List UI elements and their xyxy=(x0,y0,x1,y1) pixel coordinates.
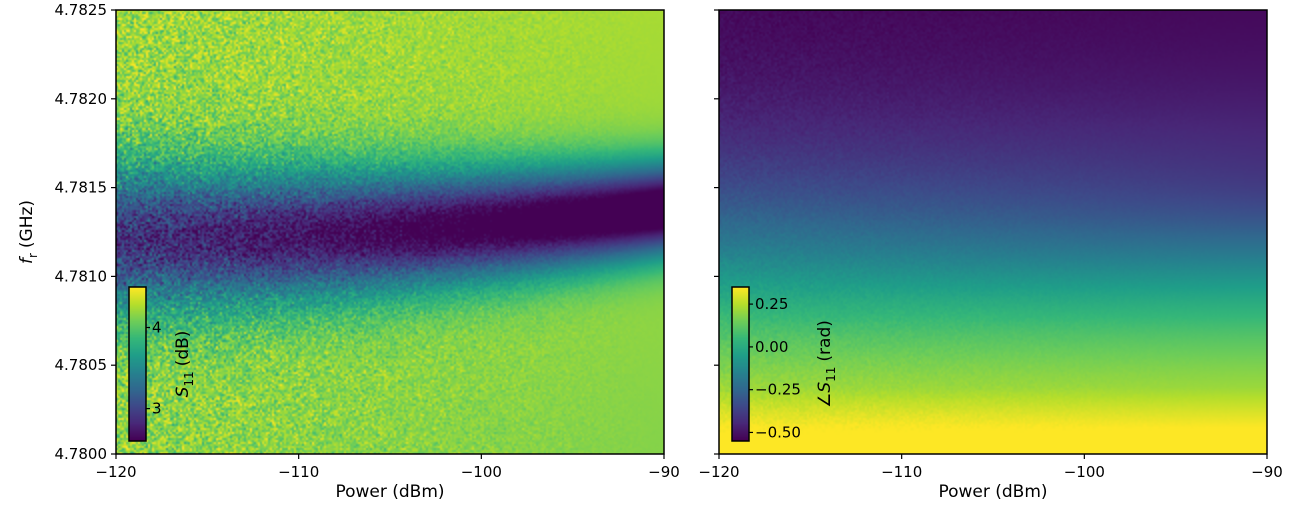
y-axis-label-sub: r xyxy=(26,253,40,258)
phase-x-tick-label: −100 xyxy=(1064,463,1105,481)
magnitude-y-tick-label: 4.7800 xyxy=(55,445,108,463)
phase-colorbar-tick-label: −0.50 xyxy=(755,423,801,441)
phase-colorbar-label-unit: (rad) xyxy=(815,320,835,361)
phase-colorbar-label: ∠S11 (rad) xyxy=(815,320,838,408)
magnitude-x-tick-label: −90 xyxy=(648,463,680,481)
magnitude-colorbar-gradient xyxy=(129,287,146,441)
magnitude-colorbar-label-main: S xyxy=(173,386,193,397)
magnitude-panel: 34 S11(dB) −120 −110 −100 −90 4.78004.78054… xyxy=(17,1,680,502)
magnitude-x-tick-label: −120 xyxy=(95,463,136,481)
phase-colorbar-frame xyxy=(731,286,750,442)
magnitude-plot-frame xyxy=(115,9,665,455)
magnitude-colorbar-label: S11 (dB) xyxy=(173,331,196,398)
magnitude-colorbar-ticks: 34 xyxy=(146,319,162,418)
magnitude-y-tick-label: 4.7825 xyxy=(55,1,108,19)
phase-colorbar-tick-label: −0.25 xyxy=(755,381,801,399)
magnitude-colorbar-label-unit: (dB) xyxy=(173,331,193,367)
phase-x-tick-label: −90 xyxy=(1251,463,1283,481)
phase-x-tick-label: −110 xyxy=(881,463,922,481)
phase-colorbar-tick-label: 0.00 xyxy=(755,338,788,356)
magnitude-y-tick-label: 4.7815 xyxy=(55,179,108,197)
magnitude-y-axis-label: fr (GHz) xyxy=(17,200,40,264)
phase-colorbar: 0.25 0.00 −0.25 −0.50 ∠S11 (rad) xyxy=(731,286,838,442)
phase-colorbar-ticks: 0.25 0.00 −0.25 −0.50 xyxy=(749,295,801,441)
phase-x-ticks: −120 −110 −100 −90 xyxy=(698,454,1283,481)
phase-y-ticks xyxy=(714,9,719,455)
phase-x-axis-label: Power (dBm) xyxy=(938,482,1047,502)
phase-panel: 0.25 0.00 −0.25 −0.50 ∠S11 (rad) −120 −110 −10… xyxy=(698,9,1283,502)
magnitude-colorbar-tick-label: 3 xyxy=(152,400,162,418)
phase-plot-frame xyxy=(718,9,1268,455)
magnitude-y-ticks: 4.7800 4.7805 4.7810 4.7815 4.7820 4.7825 xyxy=(55,1,116,463)
magnitude-colorbar-tick-label: 4 xyxy=(152,319,162,337)
magnitude-y-tick-label: 4.7820 xyxy=(55,90,108,108)
magnitude-colorbar: 34 S11(dB) xyxy=(128,286,196,442)
y-axis-label-main: f xyxy=(17,255,37,264)
phase-colorbar-label-sub: 11 xyxy=(824,367,838,382)
magnitude-y-tick-label: 4.7810 xyxy=(55,267,108,285)
phase-colorbar-tick-label: 0.25 xyxy=(755,295,788,313)
phase-colorbar-label-main: ∠S xyxy=(815,382,835,408)
magnitude-x-tick-label: −100 xyxy=(461,463,502,481)
phase-heatmap xyxy=(719,10,1267,454)
magnitude-x-axis-label: Power (dBm) xyxy=(335,482,444,502)
magnitude-colorbar-frame xyxy=(128,286,147,442)
phase-colorbar-gradient xyxy=(732,287,749,441)
magnitude-colorbar-label-sub: 11 xyxy=(182,371,196,386)
y-axis-label-unit: (GHz) xyxy=(17,200,37,248)
magnitude-heatmap xyxy=(116,10,664,454)
magnitude-x-tick-label: −110 xyxy=(278,463,319,481)
phase-x-tick-label: −120 xyxy=(698,463,739,481)
magnitude-y-tick-label: 4.7805 xyxy=(55,356,108,374)
magnitude-x-ticks: −120 −110 −100 −90 xyxy=(95,454,680,481)
